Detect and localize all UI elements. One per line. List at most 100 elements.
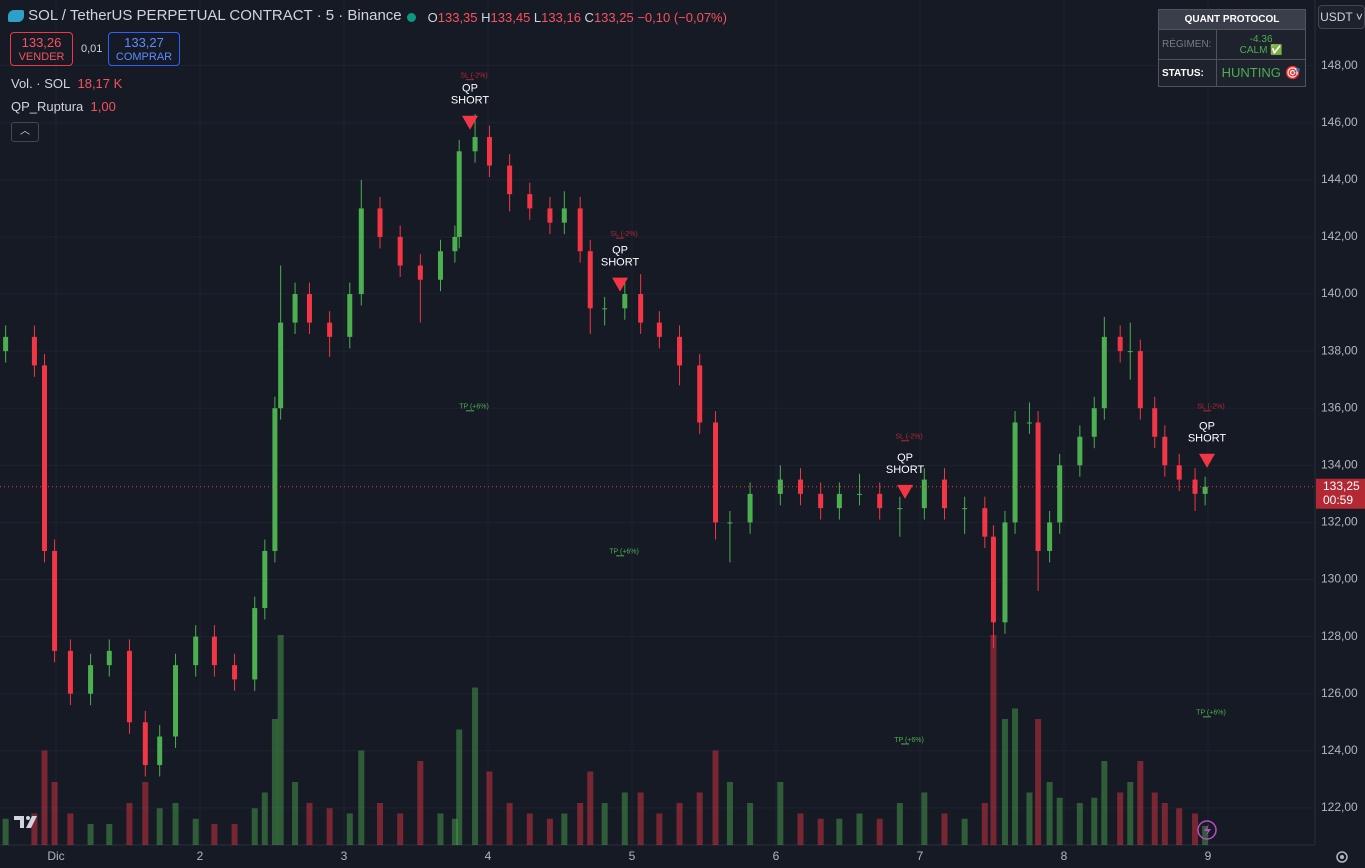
settings-button[interactable] bbox=[1336, 851, 1348, 863]
volume-bar bbox=[1001, 719, 1008, 845]
volume-bar bbox=[358, 750, 365, 845]
candle-body bbox=[472, 137, 478, 152]
panel-title: QUANT PROTOCOL bbox=[1158, 9, 1306, 30]
volume-bar bbox=[211, 824, 218, 845]
volume-bar bbox=[961, 818, 968, 845]
volume-bar bbox=[41, 750, 48, 845]
candle-body bbox=[622, 294, 628, 309]
sl-label: SL (-2%) bbox=[610, 231, 637, 238]
volume-bar bbox=[142, 782, 149, 845]
candle-body bbox=[126, 650, 132, 723]
candle-body bbox=[106, 650, 112, 666]
candle-body bbox=[587, 251, 593, 309]
x-tick-label: 6 bbox=[773, 849, 780, 863]
x-tick-label: 9 bbox=[1205, 849, 1212, 863]
volume-bar bbox=[261, 792, 268, 845]
collapse-button[interactable]: ︿ bbox=[11, 122, 39, 142]
buy-label: COMPRAR bbox=[115, 51, 173, 63]
candle-body bbox=[527, 194, 533, 209]
candle-body bbox=[1057, 465, 1063, 523]
y-tick-label: 134,00 bbox=[1321, 457, 1358, 471]
ohlc-key: L bbox=[533, 10, 542, 25]
volume-bar bbox=[561, 813, 568, 845]
candle-body bbox=[897, 508, 903, 510]
x-tick-label: 8 bbox=[1061, 849, 1068, 863]
ohlc-key: H bbox=[481, 10, 491, 25]
candle-body bbox=[1091, 408, 1097, 437]
candle-body bbox=[397, 236, 403, 266]
ohlc-value: 133,45 bbox=[490, 10, 531, 25]
candle-body bbox=[327, 322, 333, 337]
volume-bar bbox=[172, 803, 179, 845]
volume-bar bbox=[456, 729, 463, 845]
volume-bar bbox=[1056, 797, 1063, 845]
candle-body bbox=[88, 665, 94, 694]
y-tick-label: 144,00 bbox=[1321, 172, 1358, 186]
volume-bar bbox=[377, 803, 384, 845]
volume-bar bbox=[292, 782, 299, 845]
replay-button[interactable] bbox=[1197, 820, 1217, 840]
candle-body bbox=[1152, 408, 1158, 437]
indicator-legend[interactable]: Vol. · SOL 18,17 K bbox=[11, 76, 122, 91]
y-tick-label: 130,00 bbox=[1321, 572, 1358, 586]
volume-bar bbox=[156, 808, 163, 845]
sell-price: 133,26 bbox=[21, 35, 62, 50]
candle-body bbox=[1047, 522, 1053, 551]
signal-triangle bbox=[1199, 453, 1216, 468]
buy-button[interactable]: 133,27 COMPRAR bbox=[108, 32, 180, 66]
volume-bar bbox=[1091, 797, 1098, 845]
x-tick-label: 5 bbox=[629, 849, 636, 863]
volume-bar bbox=[656, 813, 663, 845]
volume-bar bbox=[2, 818, 9, 845]
volume-bar bbox=[346, 813, 353, 845]
volume-bar bbox=[1192, 813, 1199, 845]
candle-body bbox=[1077, 436, 1083, 466]
candle-body bbox=[292, 294, 298, 323]
status-value: HUNTING 🎯 bbox=[1216, 59, 1306, 87]
indicator-value: 1,00 bbox=[90, 99, 116, 114]
volume-bar bbox=[437, 813, 444, 845]
signal-label: SHORT bbox=[601, 257, 640, 269]
candle-body bbox=[1162, 436, 1168, 466]
candle-body bbox=[1012, 422, 1018, 523]
symbol-header[interactable]: SOL / TetherUS PERPETUAL CONTRACT · 5 · … bbox=[8, 7, 402, 24]
ohlc: O133,35 H133,45 L133,16 C133,25 −0,10 (−… bbox=[407, 10, 727, 25]
volume-bar bbox=[306, 803, 313, 845]
indicator-legend[interactable]: QP_Ruptura 1,00 bbox=[11, 99, 116, 114]
candle-body bbox=[1026, 422, 1032, 424]
y-tick-label: 148,00 bbox=[1321, 58, 1358, 72]
candle-body bbox=[347, 294, 353, 337]
ohlc-value: 133,16 bbox=[541, 10, 581, 25]
signal-label: SHORT bbox=[886, 464, 925, 476]
candle-body bbox=[1101, 336, 1107, 409]
candle-body bbox=[193, 636, 199, 666]
quant-panel: QUANT PROTOCOL RÉGIMEN: -4.36 CALM ✅ STAT… bbox=[1157, 9, 1306, 87]
candle-body bbox=[358, 208, 364, 295]
x-tick-label: 2 bbox=[197, 849, 204, 863]
sl-label: SL (-2%) bbox=[895, 434, 922, 441]
volume-bar bbox=[326, 808, 333, 845]
volume-bar bbox=[51, 782, 58, 845]
candle-body bbox=[1127, 351, 1133, 353]
x-tick-label: 3 bbox=[341, 849, 348, 863]
volume-bar bbox=[106, 824, 113, 845]
candle-body bbox=[3, 336, 9, 352]
candle-body bbox=[1176, 465, 1182, 480]
candle-body bbox=[727, 522, 733, 524]
candle-body bbox=[306, 294, 312, 323]
candle-body bbox=[962, 508, 968, 510]
sell-button[interactable]: 133,26 VENDER bbox=[10, 32, 73, 66]
volume-bar bbox=[577, 803, 584, 845]
volume-bar bbox=[921, 792, 928, 845]
volume-bar bbox=[126, 803, 133, 845]
volume-bar bbox=[1151, 792, 1158, 845]
volume-bar bbox=[546, 818, 553, 845]
y-tick-label: 124,00 bbox=[1321, 743, 1358, 757]
candle-body bbox=[836, 493, 842, 509]
candle-body bbox=[52, 550, 58, 651]
volume-bar bbox=[231, 824, 238, 845]
currency-select[interactable]: USDT ˅ bbox=[1318, 5, 1365, 29]
volume-bar bbox=[506, 803, 513, 845]
sell-label: VENDER bbox=[18, 51, 65, 63]
